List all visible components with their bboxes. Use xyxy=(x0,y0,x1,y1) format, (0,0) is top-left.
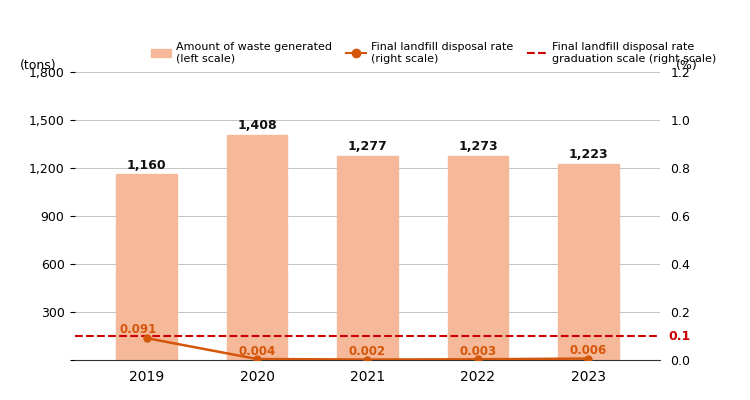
Text: 0.002: 0.002 xyxy=(349,345,386,358)
Text: 0.004: 0.004 xyxy=(238,344,276,358)
Bar xyxy=(558,164,619,360)
Text: (tons): (tons) xyxy=(20,59,56,72)
Bar xyxy=(116,174,177,360)
Text: 1,160: 1,160 xyxy=(127,158,166,172)
Text: 0.003: 0.003 xyxy=(459,345,497,358)
Text: 0.1: 0.1 xyxy=(668,330,691,342)
Bar xyxy=(448,156,509,360)
Text: 0.006: 0.006 xyxy=(570,344,607,357)
Text: 1,408: 1,408 xyxy=(237,119,277,132)
Text: 1,273: 1,273 xyxy=(458,140,498,154)
Text: 1,277: 1,277 xyxy=(347,140,387,153)
Bar xyxy=(226,135,287,360)
Bar xyxy=(338,156,398,360)
Text: (%): (%) xyxy=(676,59,698,72)
Legend: Amount of waste generated
(left scale), Final landfill disposal rate
(right scal: Amount of waste generated (left scale), … xyxy=(151,42,716,64)
Text: 1,223: 1,223 xyxy=(568,148,608,162)
Text: 0.091: 0.091 xyxy=(119,324,157,336)
